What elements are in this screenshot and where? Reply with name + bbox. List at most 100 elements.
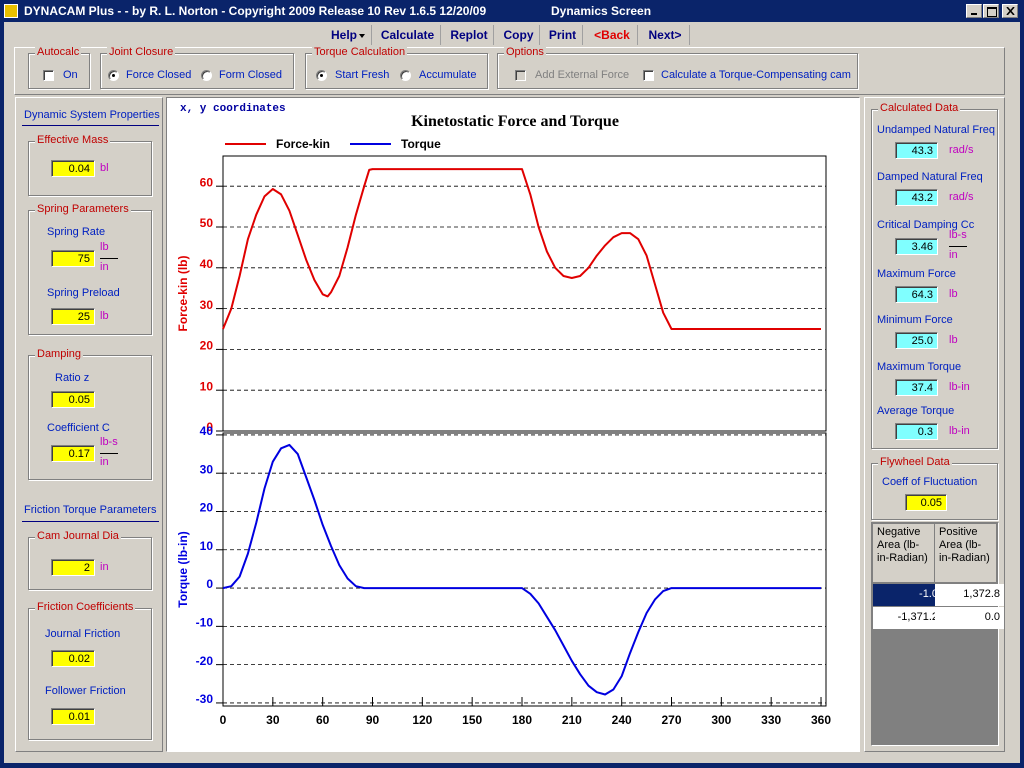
checkbox[interactable] xyxy=(43,70,54,81)
unit-numerator: lb xyxy=(100,241,109,253)
close-button[interactable] xyxy=(1002,4,1018,18)
radio-button[interactable] xyxy=(400,70,411,81)
x-tick-label: 150 xyxy=(462,713,482,727)
value-field[interactable]: 3.46 xyxy=(895,238,938,255)
option-label[interactable]: Start Fresh xyxy=(335,69,390,81)
option-label[interactable]: Accumulate xyxy=(419,69,477,81)
x-tick-label: 0 xyxy=(220,713,227,727)
minimize-button[interactable] xyxy=(966,4,982,18)
value-field[interactable]: 43.3 xyxy=(895,142,938,159)
maximize-glyph xyxy=(987,7,997,17)
legend-label: Force-kin xyxy=(276,137,330,151)
toolbar-button[interactable]: Calculate xyxy=(375,25,441,45)
window-border xyxy=(0,22,4,768)
field-label: Spring Preload xyxy=(47,287,120,299)
radio-button[interactable] xyxy=(201,70,212,81)
value-field[interactable]: 0.04 xyxy=(51,160,95,177)
unit-numerator: lb-s xyxy=(949,229,967,241)
radio-button[interactable] xyxy=(108,70,119,81)
option-label: Add External Force xyxy=(535,69,630,81)
area-table: Negative Area (lb-in-Radian) Positive Are… xyxy=(871,522,1004,746)
value-field[interactable]: 2 xyxy=(51,559,95,576)
x-tick-label: 330 xyxy=(761,713,781,727)
section-header: Friction Torque Parameters xyxy=(24,504,157,516)
option-label[interactable]: Force Closed xyxy=(126,69,192,81)
value-field[interactable]: 75 xyxy=(51,250,95,267)
x-tick-label: 120 xyxy=(412,713,432,727)
x-tick-label: 240 xyxy=(612,713,632,727)
chart: Kinetostatic Force and Torque x, y coordi… xyxy=(176,103,831,727)
unit: rad/s xyxy=(949,191,974,203)
fraction-bar xyxy=(100,258,118,259)
flywheel-group: Flywheel Data xyxy=(871,456,998,520)
option-label[interactable]: Form Closed xyxy=(219,69,282,81)
table-cell[interactable]: -1,371.2 xyxy=(873,607,942,629)
maximize-button[interactable] xyxy=(983,4,999,18)
y-tick-label: 40 xyxy=(200,257,214,271)
unit: lb xyxy=(100,310,109,322)
table-cell[interactable]: 0.0 xyxy=(935,607,1004,629)
value-field[interactable]: 25 xyxy=(51,308,95,325)
option-label[interactable]: Calculate a Torque-Compensating cam xyxy=(661,69,851,81)
x-tick-label: 270 xyxy=(661,713,681,727)
value-field[interactable]: 0.05 xyxy=(905,494,947,511)
group-title: Cam Journal Dia xyxy=(35,530,121,542)
calculated-group: Calculated Data xyxy=(871,102,998,449)
value-field[interactable]: 25.0 xyxy=(895,332,938,349)
radio-button[interactable] xyxy=(316,70,327,81)
parameter-group: Friction Coefficients xyxy=(28,601,152,740)
unit: bl xyxy=(100,162,109,174)
unit-denominator: in xyxy=(949,249,958,261)
table-cell[interactable]: 1,372.8 xyxy=(935,584,1004,606)
group-title: Flywheel Data xyxy=(878,456,952,468)
right-panel xyxy=(864,97,1005,752)
unit-denominator: in xyxy=(100,261,109,273)
y-axis-label: Force-kin (lb) xyxy=(176,255,190,331)
table-header: Positive Area (lb-in-Radian) xyxy=(935,524,997,583)
x-tick-label: 30 xyxy=(266,713,280,727)
value-field[interactable]: 0.01 xyxy=(51,708,95,725)
y-tick-label: 30 xyxy=(200,298,214,312)
group-title: Calculated Data xyxy=(878,102,961,114)
x-tick-label: 210 xyxy=(562,713,582,727)
y-tick-label: 20 xyxy=(200,501,214,515)
toolbar-button[interactable]: <Back xyxy=(587,25,638,45)
value-field[interactable]: 64.3 xyxy=(895,286,938,303)
x-tick-label: 90 xyxy=(366,713,380,727)
value-field[interactable]: 0.02 xyxy=(51,650,95,667)
data-line xyxy=(222,443,821,696)
group-title: Options xyxy=(504,46,546,58)
y-tick-label: -10 xyxy=(196,616,214,630)
option-group: Joint Closure xyxy=(100,46,294,89)
field-label: Journal Friction xyxy=(45,628,121,640)
parameter-group: Cam Journal Dia xyxy=(28,530,152,590)
option-group: Autocalc xyxy=(28,46,90,89)
checkbox[interactable] xyxy=(643,70,654,81)
option-label[interactable]: On xyxy=(63,69,78,81)
data-line xyxy=(222,168,821,330)
unit: rad/s xyxy=(949,144,974,156)
group-title: Spring Parameters xyxy=(35,203,131,215)
field-label: Damped Natural Freq xyxy=(877,171,983,183)
toolbar-button[interactable]: Replot xyxy=(445,25,494,45)
table-cell[interactable]: -1.0 xyxy=(873,584,942,606)
field-label: Spring Rate xyxy=(47,226,106,238)
value-field[interactable]: 0.3 xyxy=(895,423,938,440)
chart-title: Kinetostatic Force and Torque xyxy=(411,113,619,130)
y-tick-label: -30 xyxy=(196,692,214,706)
x-tick-label: 300 xyxy=(711,713,731,727)
screen-name: Dynamics Screen xyxy=(551,4,652,18)
minimize-glyph xyxy=(971,13,977,15)
value-field[interactable]: 0.17 xyxy=(51,445,95,462)
toolbar-button[interactable]: Print xyxy=(543,25,583,45)
y-axis-label: Torque (lb-in) xyxy=(176,531,190,607)
field-label: Ratio z xyxy=(55,372,90,384)
toolbar-button[interactable]: Next> xyxy=(641,25,690,45)
value-field[interactable]: 0.05 xyxy=(51,391,95,408)
value-field[interactable]: 43.2 xyxy=(895,189,938,206)
value-field[interactable]: 37.4 xyxy=(895,379,938,396)
legend-label: Torque xyxy=(401,137,441,151)
toolbar-button[interactable]: Copy xyxy=(498,25,540,45)
toolbar-button[interactable]: Help xyxy=(323,25,372,45)
